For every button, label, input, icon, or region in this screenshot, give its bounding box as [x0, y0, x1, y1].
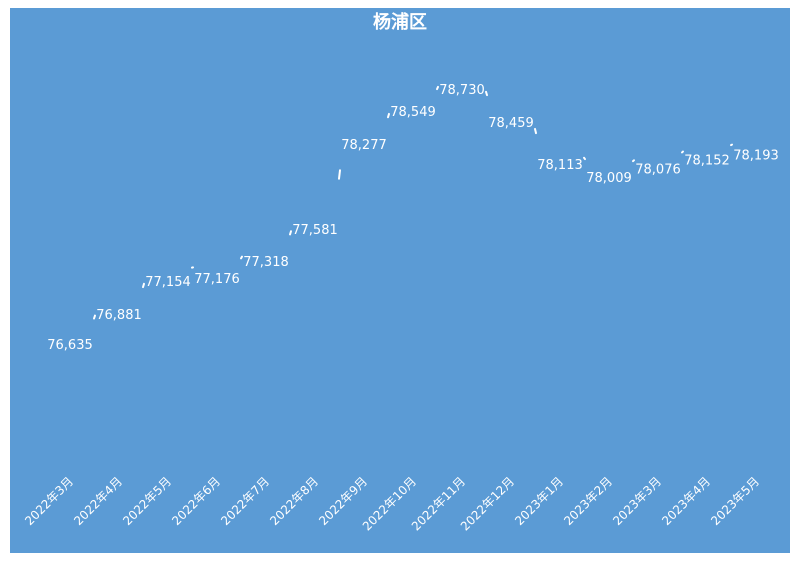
x-tick-label: 2022年7月: [218, 474, 272, 528]
line-segment: [534, 127, 537, 135]
data-label: 77,176: [194, 272, 240, 287]
data-label: 78,113: [537, 158, 583, 173]
data-label: 77,154: [145, 275, 191, 290]
data-label: 78,076: [635, 163, 681, 178]
line-segment: [338, 169, 341, 180]
data-label: 77,318: [243, 255, 289, 270]
line-segment: [142, 282, 145, 289]
x-tick-label: 2023年5月: [708, 474, 762, 528]
data-label: 76,635: [47, 338, 93, 353]
x-tick-label: 2023年2月: [561, 474, 615, 528]
line-segment: [632, 159, 635, 163]
line-segment: [485, 90, 488, 97]
data-label: 78,277: [341, 138, 387, 153]
x-tick-label: 2022年3月: [22, 474, 76, 528]
x-tick-label: 2022年6月: [169, 474, 223, 528]
data-label: 78,459: [488, 116, 534, 131]
drop-lines: [69, 99, 757, 450]
x-tick-label: 2023年3月: [610, 474, 664, 528]
line-segment: [240, 255, 243, 260]
data-label: 77,581: [292, 223, 338, 238]
x-axis-tick-labels: 2022年3月2022年4月2022年5月2022年6月2022年7月2022年…: [22, 474, 762, 533]
data-label: 78,152: [684, 153, 730, 168]
series-line: [93, 85, 733, 320]
x-tick-label: 2022年5月: [120, 474, 174, 528]
data-label: 78,730: [439, 83, 485, 98]
line-segment: [583, 156, 586, 161]
data-label: 78,549: [390, 105, 436, 120]
line-segment: [289, 230, 292, 236]
chart-background: [10, 8, 790, 553]
line-segment: [436, 85, 439, 91]
data-label: 76,881: [96, 308, 142, 323]
x-tick-label: 2023年1月: [512, 474, 566, 528]
x-tick-label: 2022年8月: [267, 474, 321, 528]
x-tick-label: 2023年4月: [659, 474, 713, 528]
chart-title: 杨浦区: [373, 12, 427, 33]
line-segment: [93, 314, 96, 320]
x-tick-label: 2022年4月: [71, 474, 125, 528]
line-segment: [681, 150, 684, 154]
data-label: 78,193: [733, 148, 779, 163]
data-label: 78,009: [586, 171, 632, 186]
line-segment: [387, 112, 390, 119]
